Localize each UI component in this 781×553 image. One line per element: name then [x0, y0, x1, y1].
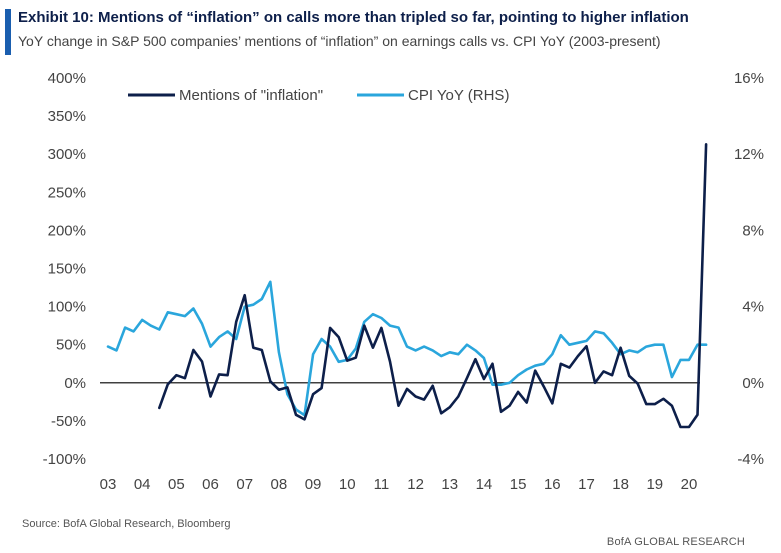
x-tick-label: 03 — [100, 476, 117, 493]
x-tick-label: 12 — [407, 476, 424, 493]
y-left-tick-label: 300% — [48, 146, 86, 163]
series-line-cpi — [106, 280, 708, 417]
x-tick-label: 18 — [612, 476, 629, 493]
series-layer — [106, 143, 708, 429]
x-tick-label: 11 — [374, 476, 390, 493]
series-line-mentions — [158, 143, 708, 429]
source-note: Source: BofA Global Research, Bloomberg — [22, 518, 231, 530]
x-tick-label: 14 — [476, 476, 493, 493]
legend-label-cpi: CPI YoY (RHS) — [408, 87, 509, 104]
chart-subtitle: YoY change in S&P 500 companies’ mention… — [18, 33, 661, 49]
y-left-tick-label: 100% — [48, 299, 86, 316]
x-tick-label: 16 — [544, 476, 561, 493]
y-right-tick-label: 0% — [742, 375, 764, 392]
x-tick-label: 19 — [646, 476, 663, 493]
x-tick-label: 17 — [578, 476, 595, 493]
y-right-tick-label: 12% — [734, 146, 764, 163]
chart-title: Exhibit 10: Mentions of “inflation” on c… — [18, 9, 689, 26]
y-left-tick-label: -50% — [51, 413, 86, 430]
y-right-tick-label: 4% — [742, 299, 764, 316]
legend: Mentions of "inflation" CPI YoY (RHS) — [128, 87, 509, 104]
x-tick-label: 08 — [271, 476, 288, 493]
y-left-tick-label: 200% — [48, 222, 86, 239]
y-left-tick-label: 350% — [48, 108, 86, 125]
y-right-tick-label: 16% — [734, 70, 764, 87]
y-left-tick-label: -100% — [43, 451, 86, 468]
x-tick-label: 10 — [339, 476, 356, 493]
brand-label: BofA GLOBAL RESEARCH — [606, 536, 745, 548]
legend-label-mentions: Mentions of "inflation" — [179, 87, 323, 104]
y-left-tick-label: 400% — [48, 70, 86, 87]
y-right-tick-label: -4% — [737, 451, 764, 468]
x-tick-label: 13 — [441, 476, 458, 493]
y-right-tick-label: 8% — [742, 222, 764, 239]
y-axis-left: 400% 350% 300% 250% 200% 150% 100% 50% 0% -50% -10… — [43, 70, 86, 468]
y-left-tick-label: 150% — [48, 261, 86, 278]
x-tick-label: 04 — [134, 476, 151, 493]
y-left-tick-label: 250% — [48, 184, 86, 201]
x-axis: 03 04 05 06 07 08 09 10 11 12 13 14 15 16 17 18 19 20 — [100, 476, 698, 493]
x-tick-label: 06 — [202, 476, 219, 493]
x-tick-label: 05 — [168, 476, 185, 493]
x-tick-label: 07 — [236, 476, 253, 493]
title-accent-bar — [5, 9, 11, 55]
x-tick-label: 09 — [305, 476, 322, 493]
y-axis-right: 16% 12% 8% 4% 0% -4% — [734, 70, 764, 468]
y-left-tick-label: 50% — [56, 337, 86, 354]
y-left-tick-label: 0% — [64, 375, 86, 392]
x-tick-label: 15 — [510, 476, 527, 493]
x-tick-label: 20 — [681, 476, 698, 493]
